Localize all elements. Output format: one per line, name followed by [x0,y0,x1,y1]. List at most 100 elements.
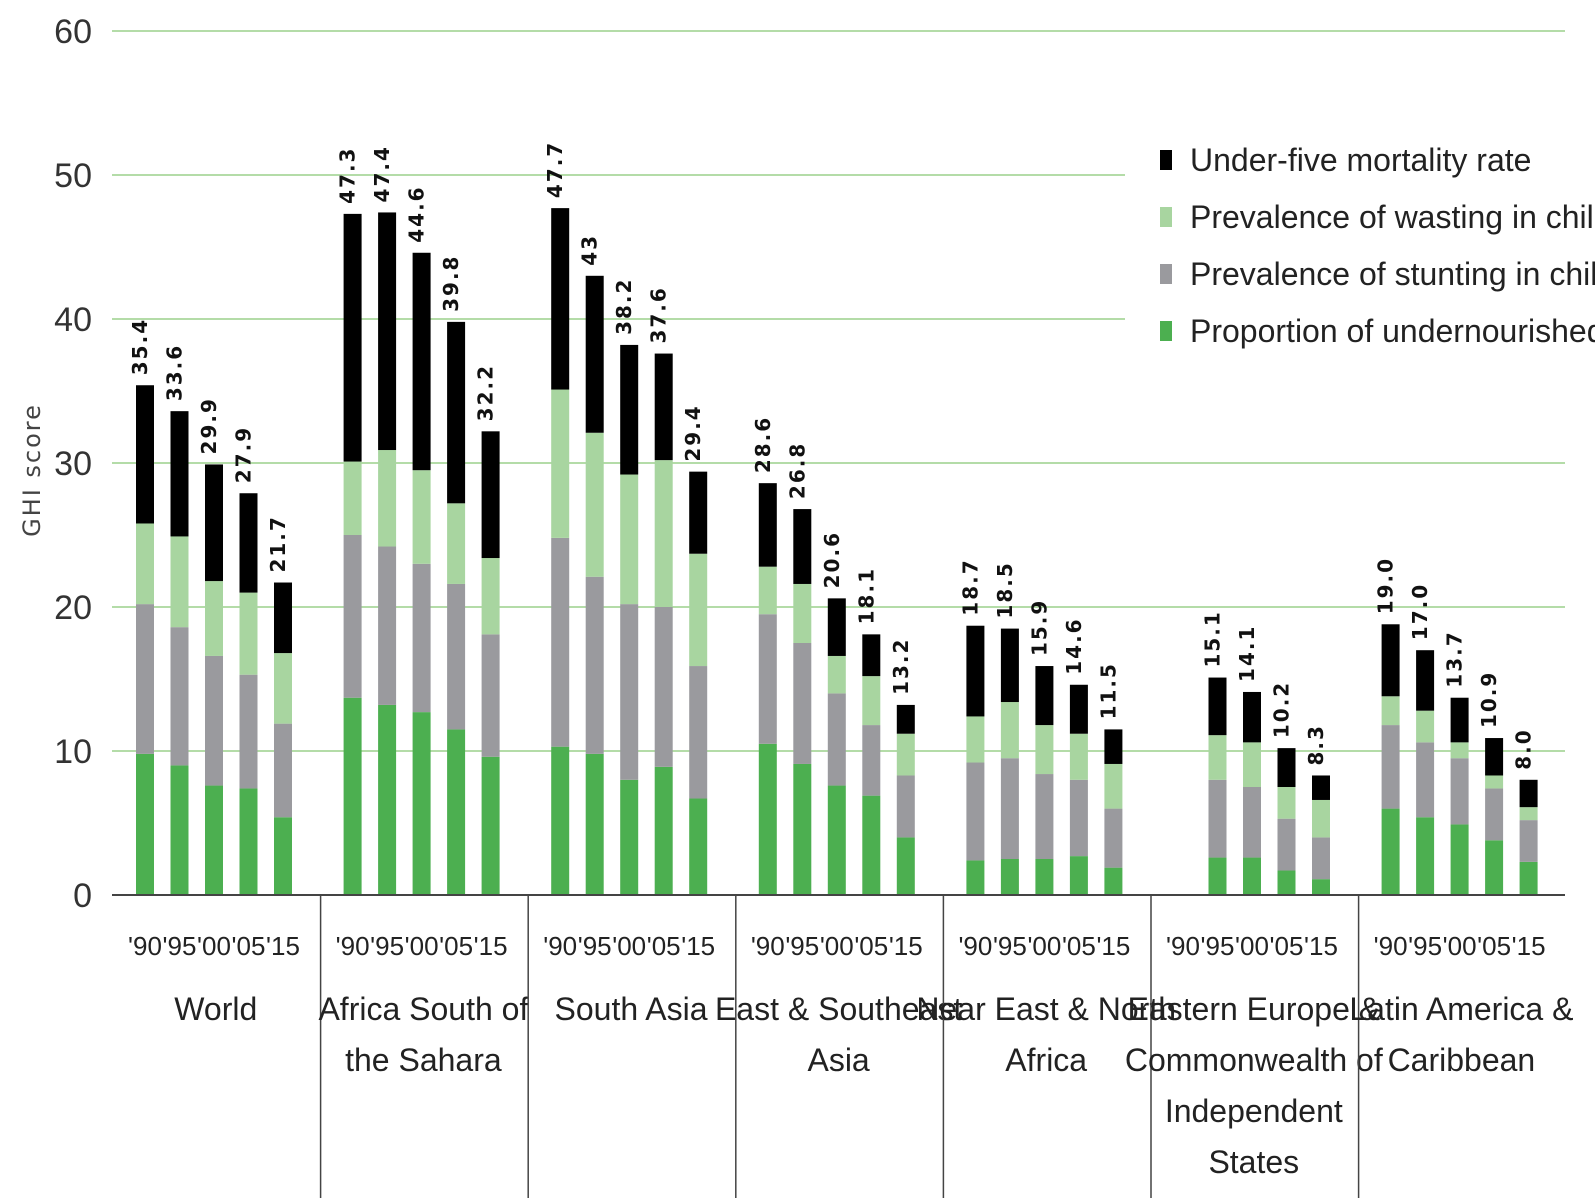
bar-segment-under-five-mortality [862,634,881,677]
bar-segment-undernourished [1416,817,1435,895]
group-label: Latin America & [1349,991,1573,1027]
data-label: 14.1 [1235,625,1259,682]
bar-segment-wasting [1277,787,1296,819]
bar-segment-under-five-mortality [793,509,812,584]
data-labels: 35.4 33.6 29.9 27.9 21.7 47.3 47.4 44.6 39.8 32.2… [128,141,1536,770]
group-label: the Sahara [345,1042,502,1078]
data-label: 32.2 [474,364,498,421]
data-label: 21.7 [266,515,290,572]
group-label: States [1208,1144,1299,1180]
bar-segment-undernourished [343,697,362,895]
bar-segment-wasting [1416,710,1435,743]
bar-segment-under-five-mortality [170,411,189,537]
bar-segment-under-five-mortality [758,483,777,567]
group-label: Africa South of [318,991,528,1027]
year-tick-label: '05 [854,931,888,961]
bar-segment-stunting [1104,808,1123,868]
bar-segment-stunting [1069,779,1088,857]
bar-segment-stunting [1208,779,1227,858]
group-label: Asia [807,1042,869,1078]
bar-segment-stunting [205,655,223,786]
bar-segment-under-five-mortality [1069,684,1088,734]
data-label: 47.4 [370,145,394,202]
bar-segment-undernourished [1381,808,1400,895]
bar-segment-wasting [1450,742,1469,759]
group-label: Near East & North [916,991,1176,1027]
bar-segment-undernourished [585,753,604,895]
group-label: Commonwealth of [1125,1042,1383,1078]
year-tick-label: '05 [1062,931,1096,961]
year-tick-label: '15 [681,931,715,961]
bar-segment-under-five-mortality [412,252,431,471]
bar-segment-wasting [1000,702,1019,759]
bar-segment-under-five-mortality [585,275,604,433]
bar-segment-stunting [758,614,777,744]
bar-segment-under-five-mortality [1381,624,1400,697]
y-tick-label: 20 [54,589,92,627]
bar-segment-wasting [205,581,223,656]
bar-segment-undernourished [551,746,570,895]
bar-segment-under-five-mortality [1208,677,1227,736]
legend-label-stunting: Prevalence of stunting in children [1190,256,1595,292]
bar-segment-stunting [620,604,639,780]
data-label: 33.6 [163,344,187,401]
data-label: 26.8 [785,442,809,499]
year-tick-label: '90 [543,931,577,961]
bar-segment-wasting [274,653,292,724]
bar-segment-under-five-mortality [1519,779,1538,808]
data-label: 39.8 [439,255,463,312]
bar-segment-wasting [1519,807,1538,821]
data-label: 13.2 [889,638,913,695]
bar-segment-under-five-mortality [1312,775,1330,800]
group-label: South Asia [555,991,708,1027]
bar-segment-undernourished [1000,859,1019,895]
group-label: World [174,991,257,1027]
bar-segment-wasting [136,523,154,605]
data-label: 15.1 [1201,610,1225,667]
year-tick-label: '95 [785,931,819,961]
bar-segment-under-five-mortality [239,493,258,593]
year-tick-label: '00 [1027,931,1061,961]
data-label: 47.3 [336,147,360,204]
bar-segment-undernourished [1277,870,1296,895]
bar-segment-undernourished [447,729,466,895]
bar-segment-under-five-mortality [689,471,708,554]
bar-segment-under-five-mortality [1416,650,1435,711]
bar-segment-stunting [1381,725,1400,809]
data-label: 47.7 [543,141,567,198]
year-tick-label: '00 [1235,931,1269,961]
y-tick-label: 10 [54,733,92,771]
bar-segment-stunting [896,775,915,838]
bar-segment-wasting [1243,742,1261,787]
group-label: Eastern Europe & [1128,991,1381,1027]
bar-segment-stunting [1485,788,1504,841]
bar-segment-wasting [551,389,570,538]
data-label: 14.6 [1062,617,1086,674]
bar-segment-wasting [896,733,915,776]
bar-segment-under-five-mortality [551,208,570,390]
bar-segment-stunting [1519,820,1538,862]
bar-segment-wasting [378,450,397,547]
bar-segment-wasting [758,566,777,615]
data-label: 44.6 [405,185,429,242]
data-label: 18.5 [993,561,1017,618]
bar-segment-undernourished [170,765,189,895]
bar-segment-stunting [1243,787,1261,858]
bar-segment-stunting [1312,837,1330,880]
data-label: 19.0 [1374,557,1398,614]
legend-swatch-undernourished [1160,321,1172,341]
bar-segment-wasting [1312,799,1330,838]
bar-segment-undernourished [758,743,777,895]
bar-segment-wasting [654,460,673,607]
data-label: 18.1 [854,567,878,624]
bar-segment-undernourished [1243,857,1261,895]
bar-segment-stunting [481,634,500,757]
bar-segment-undernourished [827,785,846,895]
legend-swatch-stunting [1160,264,1172,284]
bar-segment-wasting [343,461,362,535]
data-label: 10.9 [1477,671,1501,728]
bar-segment-stunting [447,583,466,730]
bar-segment-wasting [412,470,431,564]
data-label: 29.9 [197,397,221,454]
